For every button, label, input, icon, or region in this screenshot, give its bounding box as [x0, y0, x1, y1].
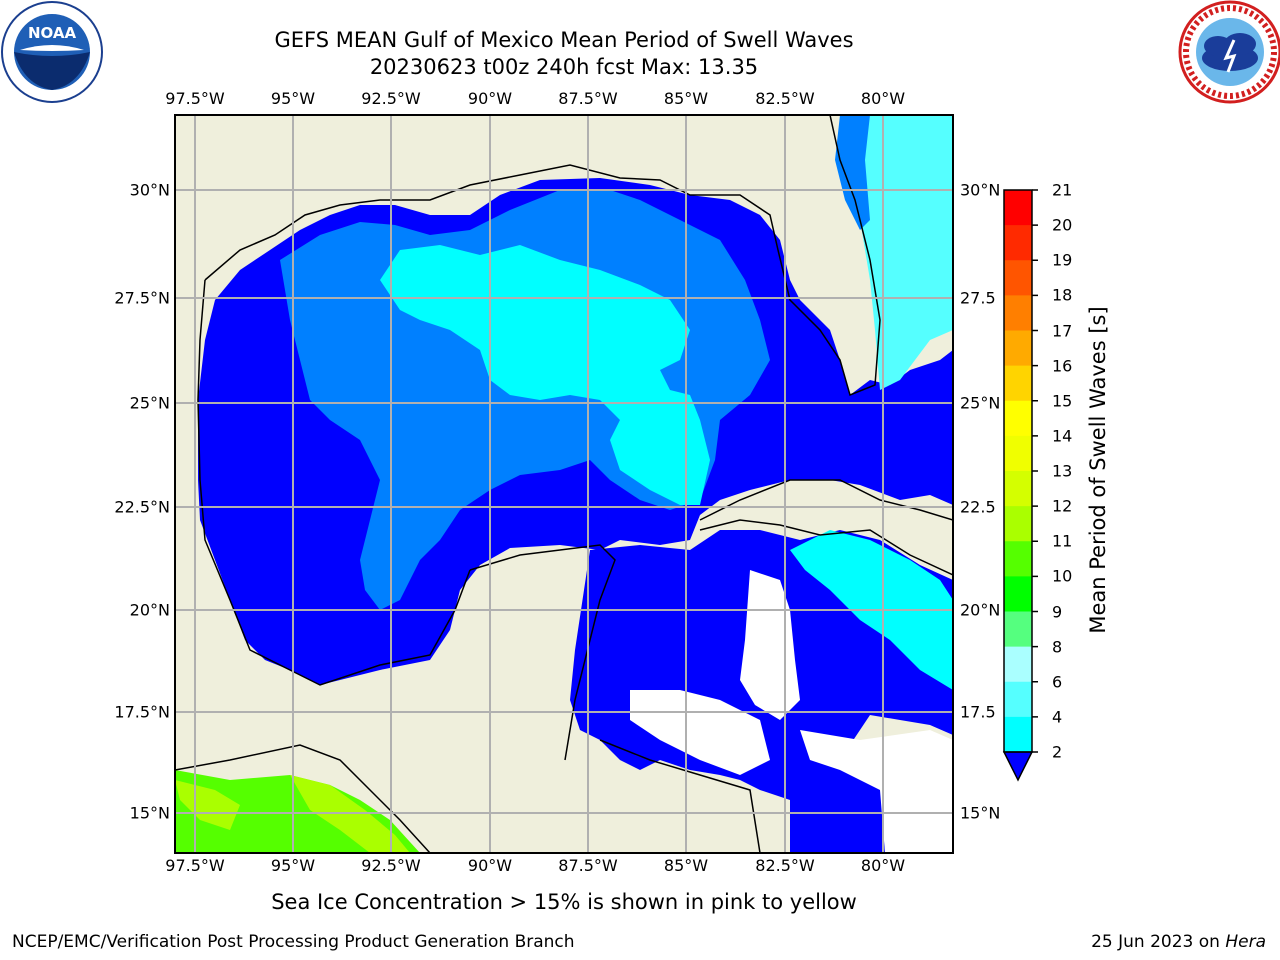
- colorbar-segment: [1004, 646, 1032, 683]
- lat-tick-left: 15°N: [129, 803, 170, 823]
- colorbar: [1002, 189, 1038, 782]
- lon-tick-bottom: 90°W: [467, 856, 513, 875]
- lat-tick-left: 27.5°N: [114, 288, 170, 308]
- colorbar-segment: [1004, 541, 1032, 577]
- coastline-yucatan: [469, 544, 616, 761]
- colorbar-tick-label: 6: [1052, 672, 1063, 692]
- colorbar-tick-label: 18: [1052, 285, 1073, 305]
- lat-tick-left: 22.5°N: [114, 497, 170, 517]
- colorbar-tick-label: 17: [1052, 321, 1073, 340]
- colorbar-segment: [1004, 471, 1032, 507]
- lat-tick-right: 25°N: [960, 393, 1001, 413]
- colorbar-tick-label: 8: [1052, 637, 1063, 657]
- colorbar-segment: [1004, 400, 1032, 437]
- colorbar-tick-label: 4: [1052, 707, 1063, 727]
- map-frame: [174, 114, 954, 854]
- svg-text:NOAA: NOAA: [28, 24, 77, 42]
- colorbar-segment: [1004, 681, 1032, 718]
- map-subtitle: 20230623 t00z 240h fcst Max: 13.35: [369, 55, 759, 79]
- lat-tick-right: 17.5: [960, 702, 996, 722]
- lon-tick-bottom: 85°W: [663, 856, 709, 875]
- colorbar-tick-label: 16: [1052, 356, 1073, 376]
- lon-tick-top: 82.5°W: [755, 89, 815, 108]
- nws-logo: [1178, 0, 1280, 104]
- colorbar-tick-label: 2: [1052, 742, 1063, 762]
- colorbar-segment: [1004, 260, 1032, 296]
- lat-tick-left: 30°N: [129, 180, 170, 200]
- lat-tick-right: 30°N: [960, 180, 1001, 200]
- lat-tick-right: 22.5: [960, 497, 996, 517]
- colorbar-segment: [1004, 506, 1032, 542]
- colorbar-tick-label: 11: [1052, 531, 1073, 551]
- lon-tick-bottom: 92.5°W: [361, 856, 421, 875]
- atlantic-swell-blue: [835, 115, 870, 230]
- colorbar-tick-label: 12: [1052, 496, 1073, 516]
- colorbar-segment: [1004, 435, 1032, 472]
- coastline-cuba: [699, 479, 953, 521]
- colorbar-segment: [1004, 716, 1032, 753]
- pacific-swell-yellow-green: [175, 780, 240, 830]
- colorbar-tick-label: 9: [1052, 602, 1063, 621]
- lon-tick-top: 90°W: [467, 89, 513, 108]
- coastline-central-america: [175, 744, 431, 853]
- no-data-gap: [800, 730, 953, 853]
- footer-date: 25 Jun 2023 on Hera: [1091, 932, 1266, 952]
- coastline: [204, 115, 881, 397]
- lat-tick-right: 15°N: [960, 803, 1001, 823]
- colorbar-tick-label: 10: [1052, 566, 1073, 586]
- lon-tick-bottom: 87.5°W: [558, 856, 618, 875]
- gulf-swell-cyan: [380, 245, 710, 505]
- map-title: GEFS MEAN Gulf of Mexico Mean Period of …: [274, 28, 854, 52]
- lon-tick-top: 87.5°W: [558, 89, 618, 108]
- lon-tick-top: 92.5°W: [361, 89, 421, 108]
- colorbar-segment: [1004, 190, 1032, 226]
- atlantic-swell-cyan: [840, 115, 953, 390]
- lon-tick-bottom: 95°W: [270, 856, 316, 875]
- colorbar-segment: [1004, 611, 1032, 648]
- colorbar-segment: [1004, 295, 1032, 331]
- footer-host: Hera: [1225, 932, 1266, 952]
- lon-tick-top: 95°W: [270, 89, 316, 108]
- lon-tick-top: 85°W: [663, 89, 709, 108]
- lon-tick-top: 97.5°W: [165, 89, 225, 108]
- sea-ice-note: Sea Ice Concentration > 15% is shown in …: [271, 890, 857, 914]
- colorbar-tick-label: 15: [1052, 391, 1073, 411]
- colorbar-tick-label: 20: [1052, 215, 1073, 235]
- lat-tick-left: 25°N: [129, 393, 170, 413]
- footer-date-text: 25 Jun 2023 on: [1091, 932, 1226, 952]
- lon-tick-top: 80°W: [860, 89, 906, 108]
- colorbar-segment: [1004, 365, 1032, 402]
- colorbar-segment: [1004, 225, 1032, 261]
- colorbar-segment: [1004, 576, 1032, 612]
- coastline-mexico: [197, 279, 471, 686]
- colorbar-label: Mean Period of Swell Waves [s]: [1086, 306, 1110, 634]
- lon-tick-bottom: 80°W: [860, 856, 906, 875]
- grid: [175, 115, 953, 853]
- noaa-logo: NOAA: [1, 1, 103, 103]
- lat-tick-right: 27.5: [960, 288, 996, 308]
- colorbar-tick-label: 14: [1052, 426, 1073, 446]
- colorbar-tick-label: 13: [1052, 461, 1073, 481]
- lat-tick-left: 17.5°N: [114, 702, 170, 722]
- lon-tick-bottom: 97.5°W: [165, 856, 225, 875]
- footer-credit: NCEP/EMC/Verification Post Processing Pr…: [12, 932, 575, 952]
- lon-tick-bottom: 82.5°W: [755, 856, 815, 875]
- coastline-honduras: [599, 739, 761, 853]
- colorbar-extend-arrow: [1002, 751, 1034, 782]
- coastline-cuba-south: [699, 519, 953, 576]
- colorbar-tick-label: 21: [1052, 180, 1073, 200]
- colorbar-tick-label: 19: [1052, 250, 1073, 270]
- lat-tick-left: 20°N: [129, 600, 170, 620]
- colorbar-segment: [1004, 330, 1032, 367]
- lat-tick-right: 20°N: [960, 600, 1001, 620]
